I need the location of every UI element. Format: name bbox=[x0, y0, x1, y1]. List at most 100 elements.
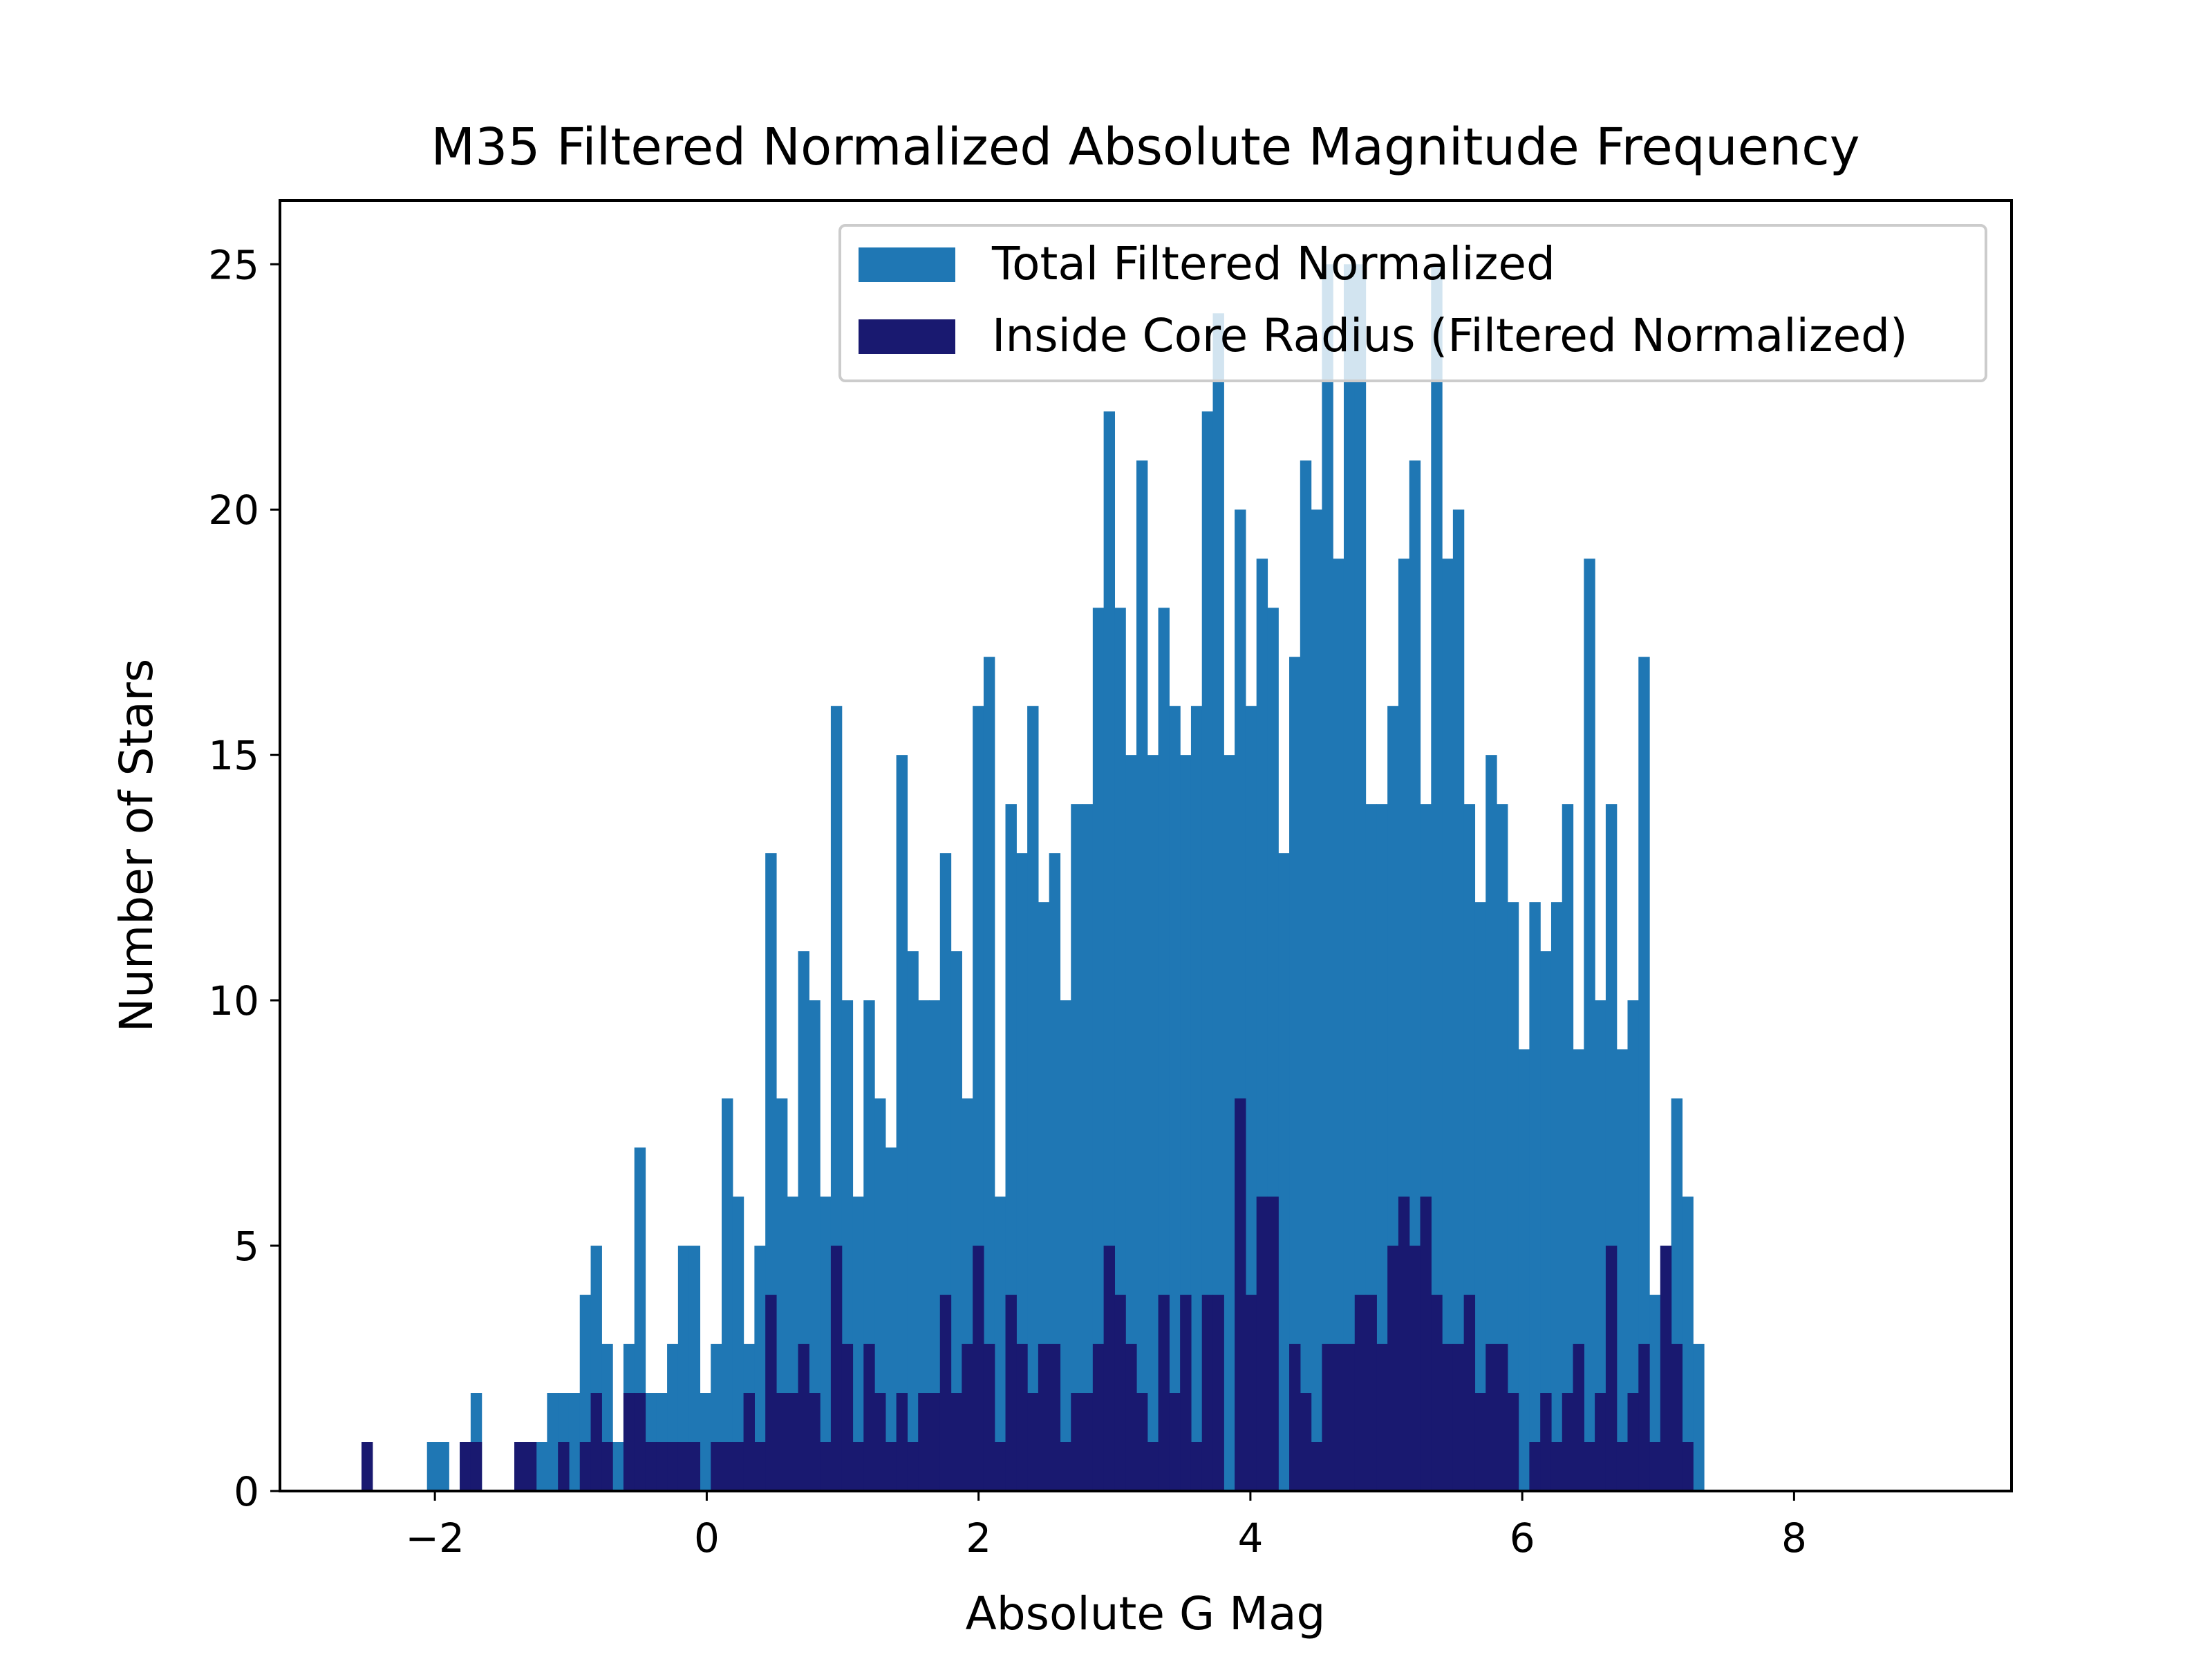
total-bar bbox=[1343, 264, 1356, 1491]
core-bar bbox=[907, 1442, 919, 1491]
total-bar bbox=[1507, 902, 1519, 1491]
x-tick-label: 6 bbox=[1510, 1515, 1535, 1562]
core-bar bbox=[677, 1442, 690, 1491]
total-bar bbox=[1092, 608, 1105, 1492]
legend-swatch-total bbox=[859, 247, 955, 282]
total-bar bbox=[1485, 755, 1497, 1491]
core-bar bbox=[1529, 1442, 1541, 1491]
total-bar bbox=[438, 1442, 449, 1491]
core-bar bbox=[1235, 1098, 1246, 1491]
core-bar bbox=[776, 1393, 788, 1491]
core-bar bbox=[1267, 1197, 1279, 1491]
total-bar bbox=[1497, 804, 1508, 1491]
y-tick-label: 5 bbox=[234, 1223, 259, 1270]
core-bar bbox=[1573, 1344, 1584, 1491]
core-bar bbox=[1212, 1295, 1224, 1491]
core-bar bbox=[1289, 1344, 1301, 1491]
total-bar bbox=[1540, 951, 1552, 1491]
x-tick-label: 8 bbox=[1781, 1515, 1807, 1562]
x-axis-label: Absolute G Mag bbox=[966, 1587, 1326, 1640]
total-bar bbox=[1300, 460, 1312, 1491]
core-bar bbox=[1660, 1246, 1672, 1491]
total-bar bbox=[1627, 1000, 1639, 1491]
core-bar bbox=[623, 1393, 635, 1491]
core-bar bbox=[1180, 1295, 1192, 1491]
total-bar bbox=[1027, 706, 1039, 1492]
y-tick-label: 0 bbox=[234, 1468, 259, 1515]
y-tick-label: 20 bbox=[208, 487, 259, 534]
core-bar bbox=[1005, 1295, 1017, 1491]
core-bar bbox=[1649, 1442, 1661, 1491]
total-bar bbox=[885, 1147, 897, 1491]
core-bar bbox=[918, 1393, 930, 1491]
total-bar bbox=[1289, 657, 1301, 1492]
core-bar bbox=[1485, 1344, 1497, 1491]
core-bar bbox=[1550, 1442, 1563, 1491]
core-bar bbox=[1354, 1295, 1367, 1491]
core-bar bbox=[667, 1442, 679, 1491]
chart-title: M35 Filtered Normalized Absolute Magnitu… bbox=[431, 118, 1859, 177]
core-bar bbox=[1016, 1344, 1028, 1491]
plot-area-frame bbox=[279, 199, 2013, 1492]
total-bar bbox=[1474, 902, 1486, 1491]
core-bar bbox=[634, 1393, 646, 1491]
total-bar bbox=[852, 1197, 864, 1491]
core-bar bbox=[711, 1442, 722, 1491]
x-tick-label: 2 bbox=[966, 1515, 991, 1562]
core-bar bbox=[962, 1344, 973, 1491]
core-bar bbox=[1190, 1442, 1203, 1491]
core-bar bbox=[1420, 1197, 1432, 1491]
core-bar bbox=[1452, 1344, 1465, 1491]
total-bar bbox=[1442, 559, 1454, 1491]
core-bar bbox=[1409, 1246, 1421, 1491]
y-axis-label: Number of Stars bbox=[110, 659, 163, 1032]
total-bar bbox=[918, 1000, 930, 1491]
core-bar bbox=[1671, 1344, 1683, 1491]
core-bar bbox=[1562, 1393, 1574, 1491]
total-bar bbox=[1693, 1344, 1705, 1491]
y-tick-label: 15 bbox=[208, 732, 259, 779]
core-bar bbox=[601, 1442, 613, 1491]
total-bar bbox=[1278, 853, 1290, 1491]
total-bar bbox=[1376, 804, 1388, 1491]
core-bar bbox=[525, 1442, 537, 1491]
core-bar bbox=[1442, 1344, 1454, 1491]
core-bar bbox=[1125, 1344, 1137, 1491]
core-bar bbox=[1082, 1393, 1094, 1491]
x-tick-label: −2 bbox=[405, 1515, 465, 1562]
core-bar bbox=[1365, 1295, 1377, 1491]
total-bar bbox=[950, 951, 962, 1491]
total-bar bbox=[677, 1246, 690, 1491]
total-bar bbox=[907, 951, 919, 1491]
core-bar bbox=[1474, 1393, 1486, 1491]
y-tick-label: 25 bbox=[208, 241, 259, 288]
core-bar bbox=[1616, 1442, 1629, 1491]
x-tick-label: 4 bbox=[1237, 1515, 1263, 1562]
core-bar bbox=[645, 1442, 657, 1491]
core-bar bbox=[590, 1393, 602, 1491]
legend-label-total: Total Filtered Normalized bbox=[991, 237, 1555, 290]
core-bar bbox=[1431, 1295, 1443, 1491]
core-bar bbox=[1060, 1442, 1071, 1491]
core-bar bbox=[798, 1344, 809, 1491]
core-bar bbox=[1595, 1393, 1606, 1491]
total-bar bbox=[1190, 706, 1203, 1492]
core-bar bbox=[1256, 1197, 1268, 1491]
core-bar bbox=[1497, 1344, 1508, 1491]
total-bar bbox=[1082, 804, 1094, 1491]
core-bar bbox=[722, 1442, 733, 1491]
core-bar bbox=[1136, 1393, 1148, 1491]
core-bar bbox=[1103, 1246, 1116, 1491]
total-bar bbox=[1311, 509, 1323, 1491]
total-bar bbox=[700, 1393, 711, 1491]
total-bar bbox=[732, 1197, 744, 1491]
total-bar bbox=[1114, 608, 1126, 1492]
core-bar bbox=[514, 1442, 526, 1491]
core-bar bbox=[1387, 1246, 1399, 1491]
core-bar bbox=[950, 1393, 962, 1491]
core-bar bbox=[558, 1442, 570, 1491]
core-bar bbox=[885, 1442, 897, 1491]
total-bar bbox=[1103, 411, 1116, 1491]
total-bar bbox=[1224, 755, 1235, 1491]
